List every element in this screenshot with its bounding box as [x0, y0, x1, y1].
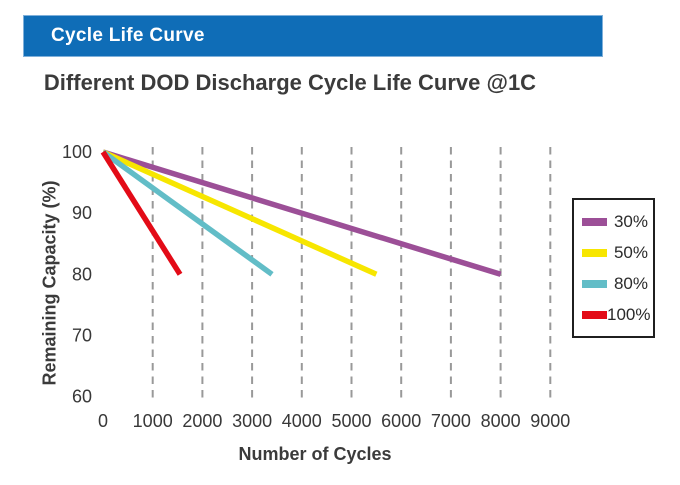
- x-tick-label-6000: 6000: [381, 411, 421, 431]
- y-tick-label-100: 100: [62, 142, 92, 162]
- legend-item-100%: 100%: [582, 299, 651, 330]
- legend-swatch-50%: [582, 248, 607, 257]
- x-tick-label-4000: 4000: [282, 411, 322, 431]
- x-tick-label-0: 0: [98, 411, 108, 431]
- y-tick-label-60: 60: [72, 387, 92, 407]
- legend-item-30%: 30%: [582, 206, 648, 237]
- x-tick-label-1000: 1000: [133, 411, 173, 431]
- y-axis-title: Remaining Capacity (%): [39, 180, 60, 386]
- x-tick-label-2000: 2000: [182, 411, 222, 431]
- x-tick-label-7000: 7000: [431, 411, 471, 431]
- legend-swatch-100%: [582, 310, 607, 319]
- section-banner-label: Cycle Life Curve: [51, 25, 205, 46]
- x-tick-label-3000: 3000: [232, 411, 272, 431]
- series-line-100%: [100, 150, 183, 276]
- legend-item-80%: 80%: [582, 268, 648, 299]
- x-tick-label-5000: 5000: [331, 411, 371, 431]
- series-line-30%: [102, 149, 502, 277]
- x-tick-label-9000: 9000: [530, 411, 570, 431]
- chart-legend: 30% 50% 80% 100%: [572, 198, 655, 338]
- legend-swatch-30%: [582, 217, 607, 226]
- series-line-80%: [101, 149, 274, 277]
- legend-swatch-80%: [582, 279, 607, 288]
- legend-label: 80%: [613, 273, 648, 293]
- legend-label: 50%: [613, 242, 648, 262]
- section-banner: Cycle Life Curve: [23, 15, 603, 57]
- legend-label: 30%: [613, 211, 648, 231]
- y-tick-label-80: 80: [72, 264, 92, 284]
- series-line-50%: [101, 149, 378, 277]
- y-tick-label-90: 90: [72, 203, 92, 223]
- y-tick-label-70: 70: [72, 325, 92, 345]
- legend-item-50%: 50%: [582, 237, 648, 268]
- legend-label: 100%: [607, 304, 651, 324]
- chart-title: Different DOD Discharge Cycle Life Curve…: [43, 70, 537, 95]
- x-tick-label-8000: 8000: [481, 411, 521, 431]
- x-axis-title: Number of Cycles: [238, 444, 392, 464]
